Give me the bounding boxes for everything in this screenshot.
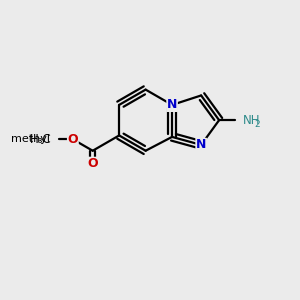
Text: N: N <box>196 138 206 152</box>
Text: O: O <box>87 157 98 170</box>
Text: O: O <box>68 133 78 146</box>
Text: methyl: methyl <box>11 134 50 144</box>
Text: N: N <box>167 98 177 111</box>
Text: 2: 2 <box>255 120 260 129</box>
Text: H₃C: H₃C <box>30 133 52 146</box>
Text: NH: NH <box>242 114 260 127</box>
